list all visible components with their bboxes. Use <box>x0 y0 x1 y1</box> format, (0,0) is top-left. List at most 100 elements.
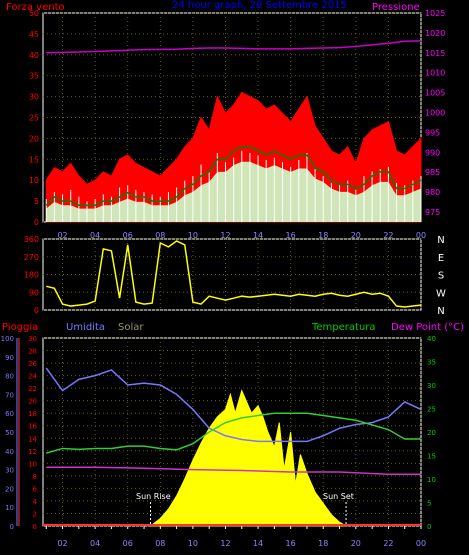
pressure-tick-label: 1020 <box>425 29 445 38</box>
humidity-axis-title: Umidita <box>66 322 105 333</box>
rain-tick-label: 14 <box>28 435 37 443</box>
humidity-tick-label: 20 <box>5 485 14 493</box>
direction-tick-label: 180 <box>24 271 39 280</box>
wind-tick-label: 10 <box>29 176 39 185</box>
rain-tick-label: 26 <box>28 360 37 368</box>
temperature-axis-title: Temperatura <box>311 322 376 333</box>
humidity-tick-label: 90 <box>5 354 14 362</box>
humidity-tick-label: 100 <box>1 335 14 343</box>
rain-axis-title: Pioggia <box>2 322 38 333</box>
humidity-tick-label: 40 <box>5 448 14 456</box>
humidity-tick-label: 50 <box>5 429 14 437</box>
wind-tick-label: 45 <box>29 30 39 39</box>
solar-axis-title: Solar <box>118 322 144 333</box>
direction-tick-label: 270 <box>24 253 39 262</box>
hour-tick-label-bottom: 12 <box>220 539 230 548</box>
temperature-tick-label: 30 <box>427 382 436 390</box>
hour-tick-label-bottom: 18 <box>318 539 328 548</box>
direction-tick-label: 0 <box>34 306 39 315</box>
hour-tick-label-top: 18 <box>318 231 328 240</box>
pressure-tick-label: 985 <box>425 168 440 177</box>
humidity-tick-label: 80 <box>5 373 14 381</box>
pressure-tick-label: 1025 <box>425 9 445 18</box>
sunrise-label: Sun Rise <box>136 492 171 501</box>
pressure-tick-label: 980 <box>425 188 440 197</box>
rain-tick-label: 30 <box>28 335 37 343</box>
hour-tick-label-bottom: 02 <box>57 539 67 548</box>
wind-tick-label: 50 <box>29 9 39 18</box>
rain-tick-label: 10 <box>28 460 37 468</box>
temperature-tick-label: 20 <box>427 429 436 437</box>
temperature-line <box>46 412 421 454</box>
direction-compass-label: E <box>438 253 444 264</box>
rain-tick-label: 28 <box>28 348 37 356</box>
hour-tick-label-bottom: 10 <box>188 539 198 548</box>
hour-tick-label-bottom: 00 <box>416 539 426 548</box>
pressure-tick-label: 1005 <box>425 89 445 98</box>
direction-compass-label: N <box>437 306 444 317</box>
pressure-tick-label: 990 <box>425 148 440 157</box>
wind-tick-label: 0 <box>34 218 39 227</box>
wind-tick-label: 20 <box>29 134 39 143</box>
humidity-tick-label: 60 <box>5 410 14 418</box>
wind-tick-label: 5 <box>34 197 39 206</box>
rain-tick-label: 16 <box>28 423 37 431</box>
temperature-tick-label: 5 <box>427 500 431 508</box>
pressure-line <box>46 40 422 54</box>
hour-tick-label-top: 14 <box>253 231 263 240</box>
temperature-tick-label: 25 <box>427 406 436 414</box>
rain-tick-label: 6 <box>33 485 38 493</box>
hour-tick-label-top: 16 <box>286 231 296 240</box>
rain-tick-label: 2 <box>33 510 37 518</box>
hour-tick-label-bottom: 20 <box>351 539 361 548</box>
temperature-tick-label: 35 <box>427 359 436 367</box>
pressure-tick-label: 1010 <box>425 69 445 78</box>
pressure-tick-label: 1000 <box>425 109 445 118</box>
rain-tick-label: 24 <box>28 373 37 381</box>
temperature-tick-label: 40 <box>427 335 436 343</box>
temperature-tick-label: 10 <box>427 476 436 484</box>
hour-tick-label-bottom: 16 <box>286 539 296 548</box>
hour-tick-label-bottom: 06 <box>123 539 133 548</box>
hour-tick-label-top: 20 <box>351 231 361 240</box>
rain-tick-label: 22 <box>28 385 37 393</box>
humidity-tick-label: 10 <box>5 504 14 512</box>
direction-compass-label: W <box>436 288 446 299</box>
rain-tick-label: 18 <box>28 410 37 418</box>
chart-title: 24 hour graph, 28 Settembre 2015 <box>172 0 347 11</box>
pressure-axis-title: Pressione <box>372 2 420 13</box>
hour-tick-label-top: 22 <box>383 231 393 240</box>
dewpoint-axis-title: Dew Point (°C) <box>391 322 464 333</box>
hour-tick-label-top: 02 <box>57 231 67 240</box>
dewpoint-line <box>46 466 421 476</box>
sunset-label: Sun Set <box>323 492 354 501</box>
wind-direction-line <box>46 240 422 308</box>
humidity-tick-label: 0 <box>10 523 14 531</box>
hour-tick-label-top: 06 <box>123 231 133 240</box>
pressure-tick-label: 1015 <box>425 49 445 58</box>
wind-tick-label: 40 <box>29 51 39 60</box>
solar-area <box>149 389 348 527</box>
humidity-tick-label: 70 <box>5 391 14 399</box>
wind-tick-label: 25 <box>29 114 39 123</box>
humidity-tick-label: 30 <box>5 467 14 475</box>
wind-tick-label: 15 <box>29 155 39 164</box>
hour-tick-label-bottom: 14 <box>253 539 263 548</box>
direction-tick-label: 90 <box>29 288 39 297</box>
direction-tick-label: 360 <box>24 235 39 244</box>
rain-tick-label: 4 <box>33 498 38 506</box>
wind-mean-line <box>45 146 422 207</box>
wind-axis-title: Forza vento <box>6 2 65 13</box>
rain-tick-label: 12 <box>28 448 37 456</box>
pressure-tick-label: 975 <box>425 208 440 217</box>
rain-tick-label: 0 <box>33 523 37 531</box>
temperature-tick-label: 15 <box>427 453 436 461</box>
hour-tick-label-bottom: 08 <box>155 539 165 548</box>
hour-tick-label-bottom: 22 <box>383 539 393 548</box>
hour-tick-label-top: 10 <box>188 231 198 240</box>
hour-tick-label-bottom: 04 <box>90 539 100 548</box>
pressure-tick-label: 995 <box>425 128 440 137</box>
direction-compass-label: N <box>437 235 444 246</box>
rain-tick-label: 20 <box>28 398 37 406</box>
